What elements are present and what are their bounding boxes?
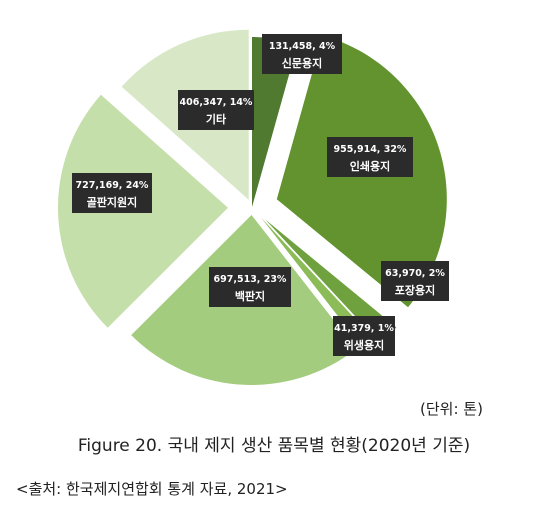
slice-value-label: 727,169, 24%	[76, 180, 149, 191]
slice-label-5: 727,169, 24% 골판지원지	[72, 173, 152, 213]
slice-label-0: 131,458, 4% 신문용지	[262, 34, 342, 74]
slice-label-2: 63,970, 2% 포장용지	[381, 261, 449, 301]
slice-labels: 131,458, 4% 신문용지 955,914, 32% 인쇄용지 63,970, 2…	[72, 34, 449, 356]
slice-name-label: 백판지	[235, 289, 265, 303]
slice-label-1: 955,914, 32% 인쇄용지	[327, 137, 413, 177]
slice-label-box	[72, 173, 152, 213]
slice-label-6: 406,347, 14% 기타	[178, 90, 254, 130]
unit-note: (단위: 톤)	[420, 400, 483, 418]
slice-label-box	[262, 34, 342, 74]
slice-label-4: 697,513, 23% 백판지	[209, 267, 291, 307]
slice-value-label: 41,379, 1%	[334, 323, 394, 334]
figure-caption: Figure 20. 국내 제지 생산 품목별 현황(2020년 기준)	[77, 436, 471, 456]
slice-value-label: 131,458, 4%	[269, 41, 336, 52]
pie-chart: 131,458, 4% 신문용지 955,914, 32% 인쇄용지 63,970, 2…	[58, 29, 449, 385]
slice-name-label: 신문용지	[282, 56, 322, 70]
slice-name-label: 포장용지	[395, 283, 435, 297]
slice-label-box	[178, 90, 254, 130]
slice-value-label: 955,914, 32%	[334, 144, 407, 155]
slice-label-box	[333, 316, 395, 356]
slice-label-box	[381, 261, 449, 301]
pie-slice-0	[252, 37, 298, 207]
slice-label-3: 41,379, 1% 위생용지	[333, 316, 395, 356]
slice-name-label: 위생용지	[344, 338, 384, 352]
slice-label-box	[327, 137, 413, 177]
slice-name-label: 골판지원지	[87, 195, 138, 209]
slice-value-label: 697,513, 23%	[214, 274, 287, 285]
slice-name-label: 기타	[206, 112, 227, 126]
source-note: <출처: 한국제지연합회 통계 자료, 2021>	[16, 480, 288, 498]
pie-slice-2	[265, 219, 397, 344]
slice-name-label: 인쇄용지	[350, 159, 390, 173]
slice-value-label: 63,970, 2%	[385, 268, 445, 279]
slice-value-label: 406,347, 14%	[180, 97, 253, 108]
slice-label-box	[209, 267, 291, 307]
